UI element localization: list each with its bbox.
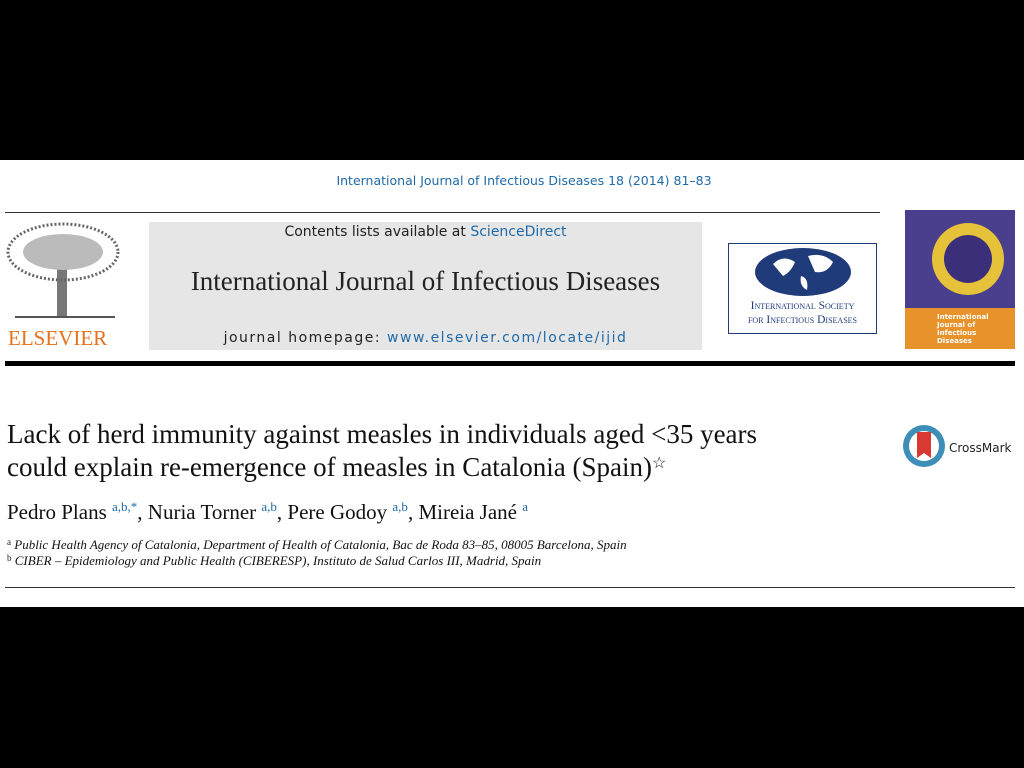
title-note: ☆ xyxy=(652,455,667,472)
crossmark-icon[interactable] xyxy=(902,423,946,469)
author-list: Pedro Plans a,b,*, Nuria Torner a,b, Per… xyxy=(7,500,528,525)
author-separator: , xyxy=(137,500,143,524)
title-line: Lack of herd immunity against measles in… xyxy=(7,419,758,449)
affiliation-text: CIBER – Epidemiology and Public Health (… xyxy=(14,553,542,568)
society-name: International Society for Infectious Dise… xyxy=(729,299,876,327)
rule xyxy=(5,212,880,213)
homepage-line: journal homepage: www.elsevier.com/locat… xyxy=(149,330,702,346)
rule xyxy=(5,587,1015,588)
author-name: Mireia Jané xyxy=(418,500,517,524)
affiliation-list: a Public Health Agency of Catalonia, Dep… xyxy=(7,537,627,569)
homepage-label: journal homepage: xyxy=(223,330,382,346)
society-line: for Infectious Diseases xyxy=(747,314,857,326)
cover-virus xyxy=(932,223,1004,295)
citation: International Journal of Infectious Dise… xyxy=(336,173,712,188)
affiliation: a Public Health Agency of Catalonia, Dep… xyxy=(7,537,627,553)
title-text: could explain re-emergence of measles in… xyxy=(7,452,653,482)
thick-rule xyxy=(5,361,1015,366)
globe xyxy=(755,248,851,296)
sciencedirect-link[interactable]: ScienceDirect xyxy=(470,224,567,240)
author-separator: , xyxy=(276,500,283,524)
crossmark-label[interactable]: CrossMark xyxy=(949,441,1012,455)
elsevier-tree xyxy=(6,222,120,318)
contents-line: Contents lists available at ScienceDirec… xyxy=(149,224,702,240)
author-name: Nuria Torner xyxy=(147,500,257,524)
contents-prefix: Contents lists available at xyxy=(284,224,466,240)
title-line: could explain re-emergence of measles in… xyxy=(7,451,757,484)
journal-banner: Contents lists available at ScienceDirec… xyxy=(149,222,702,350)
author-affiliation: a,b xyxy=(392,499,408,514)
society-line: International Society xyxy=(750,300,855,312)
author-affiliation: a,b xyxy=(261,499,277,514)
article-title: Lack of herd immunity against measles in… xyxy=(7,418,757,484)
cover-title: International Journal of Infectious Dise… xyxy=(937,313,989,345)
author-name: Pere Godoy xyxy=(287,500,388,524)
article-sheet: International Journal of Infectious Dise… xyxy=(0,160,1024,607)
author-affiliation: a xyxy=(522,499,529,514)
homepage-url[interactable]: www.elsevier.com/locate/ijid xyxy=(387,330,628,346)
affiliation-text: Public Health Agency of Catalonia, Depar… xyxy=(14,537,627,552)
affiliation: b CIBER – Epidemiology and Public Health… xyxy=(7,553,627,569)
journal-title: International Journal of Infectious Dise… xyxy=(190,266,661,296)
affiliation-mark: b xyxy=(7,553,12,563)
publisher-name: ELSEVIER xyxy=(8,326,108,350)
journal-cover: International Journal of Infectious Dise… xyxy=(905,210,1015,349)
author-separator: , xyxy=(407,500,414,524)
society-logo: International Society for Infectious Dise… xyxy=(728,243,877,334)
affiliation-mark: a xyxy=(7,537,11,547)
author-name: Pedro Plans xyxy=(7,500,107,524)
author-affiliation: a,b,* xyxy=(112,499,138,514)
